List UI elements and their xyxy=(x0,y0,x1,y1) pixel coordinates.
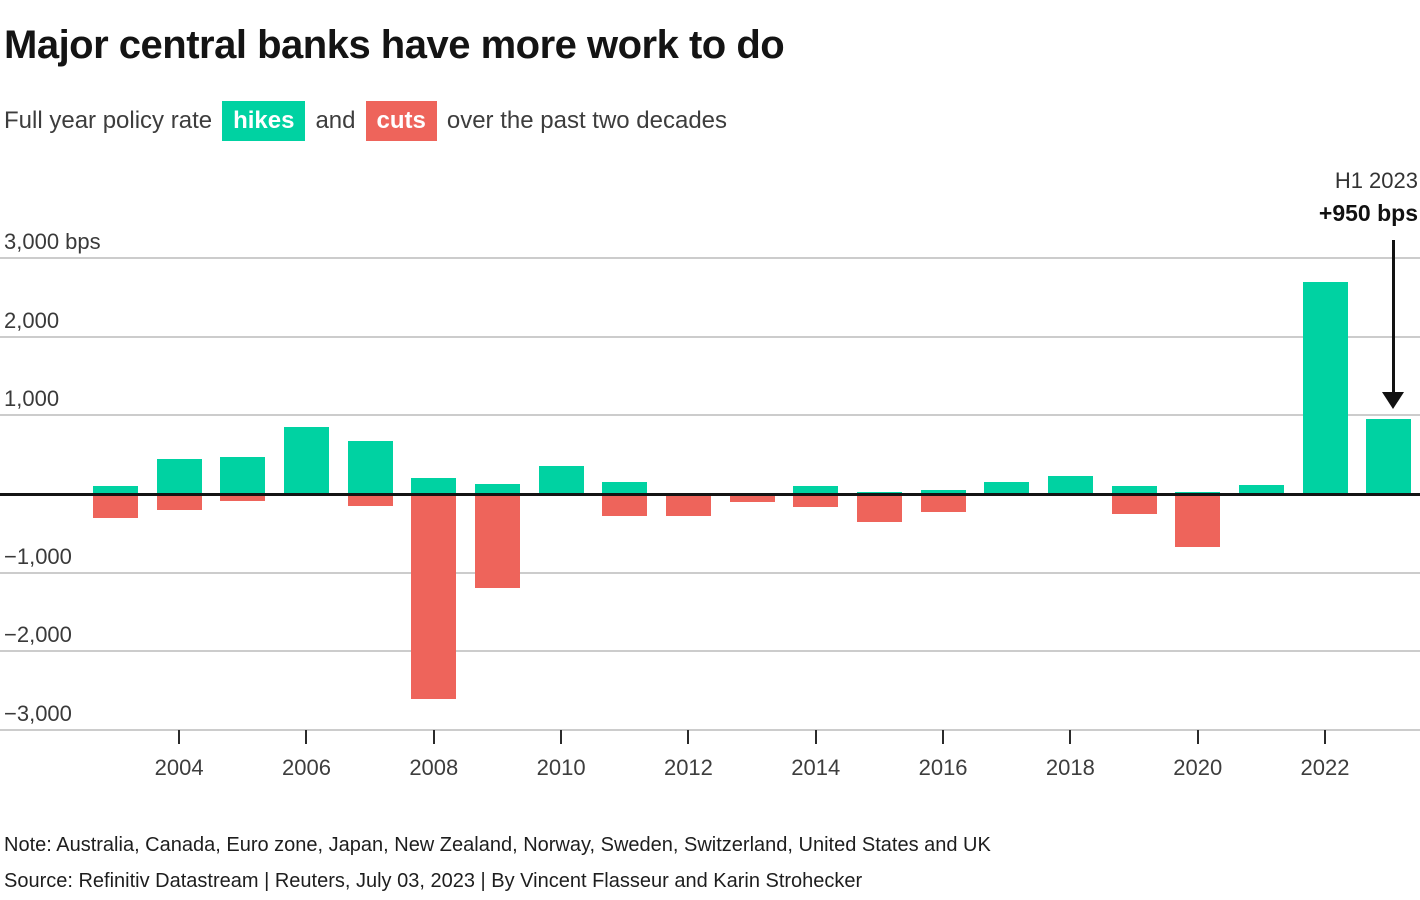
annotation-arrow-head-icon xyxy=(1382,392,1404,409)
bar-cut-2004 xyxy=(156,494,202,510)
bar-cut-2016 xyxy=(920,494,966,512)
annotation-period-label: H1 2023 xyxy=(1334,168,1418,193)
x-axis-label-2018: 2018 xyxy=(1045,755,1095,780)
y-axis-label: −3,000 xyxy=(4,701,72,727)
bar-hike-2016 xyxy=(920,490,966,494)
x-tick-2012 xyxy=(687,730,690,745)
x-axis-label-2010: 2010 xyxy=(536,755,586,780)
bar-hike-2006 xyxy=(283,427,329,494)
gridline-1000 xyxy=(0,414,1420,417)
zero-baseline xyxy=(0,492,1420,496)
bar-hike-2007 xyxy=(347,440,393,494)
x-tick-2006 xyxy=(305,730,308,745)
y-axis-label: 2,000 xyxy=(4,307,60,333)
bar-cut-2019 xyxy=(1111,494,1157,515)
bar-hike-2023 xyxy=(1366,419,1412,494)
y-axis-label: −2,000 xyxy=(4,622,72,648)
x-tick-2018 xyxy=(1069,730,1072,745)
bar-hike-2011 xyxy=(602,482,648,494)
x-tick-2004 xyxy=(178,730,181,745)
bar-cut-2020 xyxy=(1175,494,1221,548)
bar-hike-2003 xyxy=(93,486,138,494)
hikes-legend-badge: hikes xyxy=(222,101,306,141)
x-axis-label-2022: 2022 xyxy=(1300,755,1350,780)
gridline-2000 xyxy=(0,335,1420,338)
bar-hike-2005 xyxy=(220,456,266,494)
x-axis-label-2012: 2012 xyxy=(663,755,713,780)
gridline-3000 xyxy=(0,256,1420,259)
bar-hike-2010 xyxy=(538,466,584,494)
bar-cut-2003 xyxy=(93,494,138,518)
x-tick-2020 xyxy=(1196,730,1199,745)
gridline--3000 xyxy=(0,729,1420,732)
bar-cut-2008 xyxy=(411,494,457,699)
subtitle-conjunction: and xyxy=(315,107,356,134)
x-axis-label-2020: 2020 xyxy=(1173,755,1223,780)
y-axis-label: 3,000 bps xyxy=(4,228,101,254)
bar-cut-2011 xyxy=(602,494,648,516)
gridline--2000 xyxy=(0,650,1420,653)
source-text: Source: Refinitiv Datastream | Reuters, … xyxy=(4,870,863,892)
annotation-value-label: +950 bps xyxy=(1318,200,1418,226)
cuts-legend-badge: cuts xyxy=(365,101,437,141)
bar-cut-2009 xyxy=(474,494,520,589)
bar-cut-2012 xyxy=(665,494,711,516)
annotation-arrow-shaft xyxy=(1392,240,1395,393)
bar-cut-2015 xyxy=(856,494,902,522)
subtitle-prefix: Full year policy rate xyxy=(4,107,213,134)
x-tick-2022 xyxy=(1324,730,1327,745)
bar-cut-2007 xyxy=(347,494,393,506)
x-tick-2016 xyxy=(942,730,945,745)
page-title: Major central banks have more work to do xyxy=(4,23,785,67)
bar-hike-2014 xyxy=(793,486,839,494)
bar-hike-2021 xyxy=(1238,485,1284,494)
bar-cut-2014 xyxy=(793,494,839,507)
x-tick-2008 xyxy=(432,730,435,745)
h1-2023-annotation: H1 2023 +950 bps xyxy=(1319,168,1418,227)
x-axis-label-2016: 2016 xyxy=(918,755,968,780)
bar-cut-2005 xyxy=(220,494,266,502)
bar-hike-2019 xyxy=(1111,486,1157,494)
bar-hike-2009 xyxy=(474,484,520,494)
subtitle-suffix: over the past two decades xyxy=(446,107,728,134)
bar-hike-2008 xyxy=(411,478,457,494)
bar-hike-2017 xyxy=(984,482,1030,494)
x-axis-label-2008: 2008 xyxy=(409,755,459,780)
x-axis-label-2004: 2004 xyxy=(154,755,204,780)
bar-hike-2004 xyxy=(156,458,202,494)
bar-hike-2018 xyxy=(1047,476,1093,494)
y-axis-label: 1,000 xyxy=(4,386,60,412)
x-axis-label-2006: 2006 xyxy=(281,755,331,780)
gridline--1000 xyxy=(0,571,1420,574)
chart-subtitle: Full year policy rate hikes and cuts ove… xyxy=(4,97,727,145)
x-axis-label-2014: 2014 xyxy=(791,755,841,780)
bar-hike-2022 xyxy=(1302,281,1348,494)
x-tick-2010 xyxy=(560,730,563,745)
bar-cut-2013 xyxy=(729,494,775,502)
x-tick-2014 xyxy=(814,730,817,745)
note-text: Note: Australia, Canada, Euro zone, Japa… xyxy=(4,834,991,856)
y-axis-label: −1,000 xyxy=(4,543,72,569)
